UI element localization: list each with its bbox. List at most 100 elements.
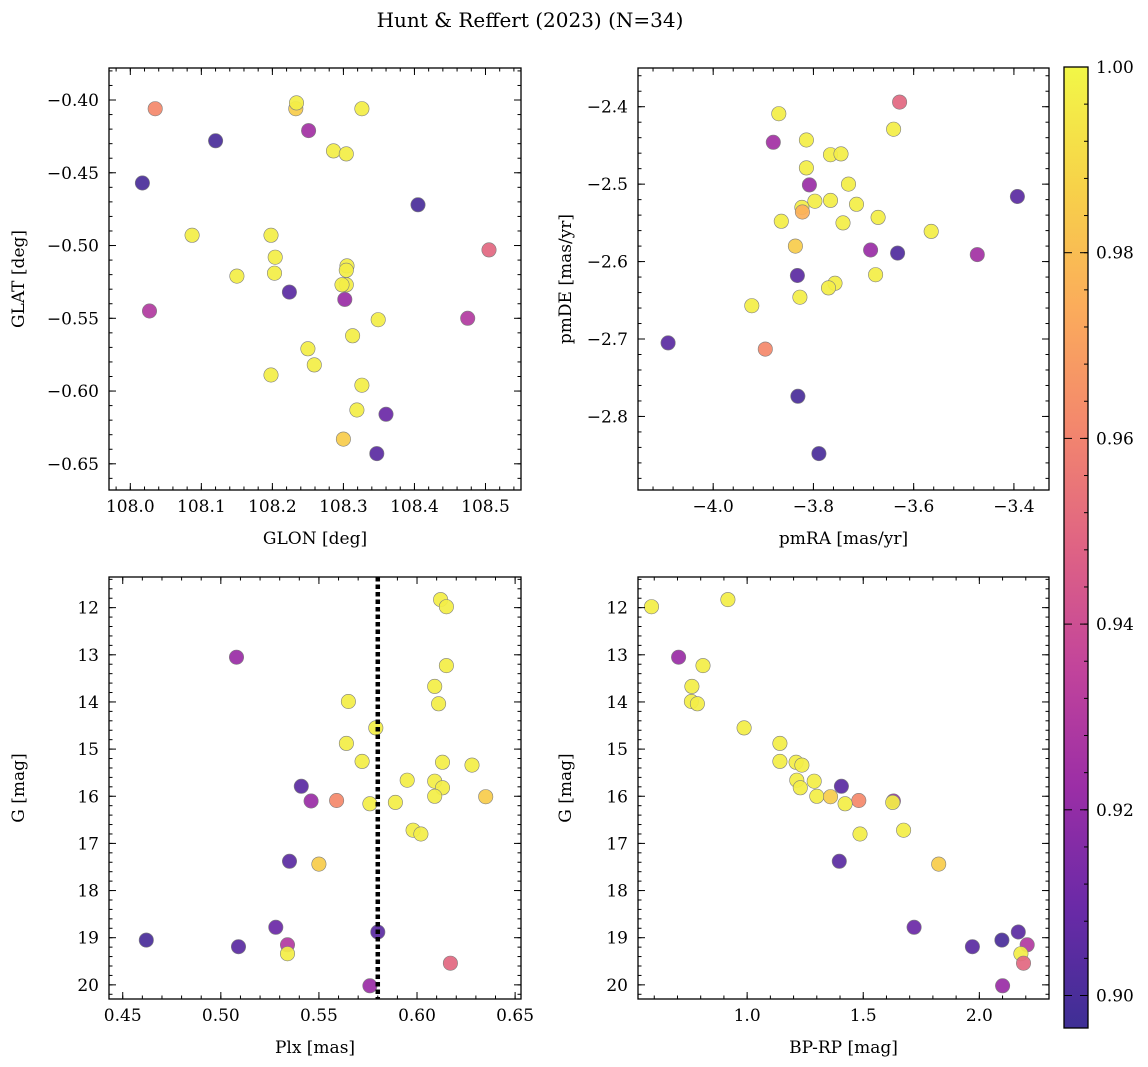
colorbar-tick-label: 0.90	[1096, 987, 1134, 1007]
scatter-point	[349, 402, 365, 418]
scatter-point	[338, 262, 354, 278]
scatter-point	[427, 678, 443, 694]
colorbar-tick-label: 1.00	[1096, 58, 1134, 78]
x-tick-label: 108.1	[177, 497, 226, 517]
scatter-point	[831, 853, 847, 869]
scatter-point	[311, 856, 327, 872]
scatter-point	[329, 792, 345, 808]
scatter-point	[794, 757, 810, 773]
scatter-point	[279, 946, 295, 962]
scatter-point	[820, 280, 836, 296]
panel-panel-bprp-g: 1.0 1.5 2.0 12 13 14 15 16 17 18 19 20 BP-RP [mag] G …	[556, 576, 1050, 1058]
y-tick-label: −2.4	[587, 98, 628, 118]
scatter-point	[773, 213, 789, 229]
scatter-points	[660, 94, 1025, 462]
x-tick-label: 108.3	[319, 497, 368, 517]
scatter-point	[806, 773, 822, 789]
y-tick-label: 12	[77, 599, 99, 619]
scatter-point	[720, 592, 736, 608]
x-tick-label: −3.6	[893, 497, 934, 517]
y-axis-label: GLAT [deg]	[9, 230, 29, 328]
x-tick-label: −3.4	[993, 497, 1034, 517]
scatter-panels: 108.0 108.1 108.2 108.3 108.4 108.5 −0.40 −0.45…	[9, 67, 1050, 1058]
y-tick-label: 17	[77, 834, 99, 854]
scatter-point	[1015, 955, 1031, 971]
scatter-point	[689, 696, 705, 712]
scatter-point	[464, 757, 480, 773]
scatter-point	[184, 227, 200, 243]
scatter-point	[1010, 924, 1026, 940]
y-tick-label: 14	[606, 693, 628, 713]
scatter-point	[267, 249, 283, 265]
scatter-point	[300, 341, 316, 357]
scatter-point	[231, 939, 247, 955]
colorbar: 0.90 0.92 0.94 0.96 0.98 1.00	[1063, 58, 1134, 1029]
scatter-point	[438, 658, 454, 674]
scatter-point	[354, 377, 370, 393]
scatter-point	[837, 796, 853, 812]
y-tick-label: 16	[606, 787, 628, 807]
scatter-point	[134, 175, 150, 191]
scatter-point	[798, 160, 814, 176]
y-axis-label: G [mag]	[556, 753, 576, 822]
figure-title: Hunt & Reffert (2023) (N=34)	[377, 8, 684, 32]
scatter-point	[340, 693, 356, 709]
scatter-point	[835, 215, 851, 231]
y-axis-label: pmDE [mas/yr]	[556, 214, 576, 344]
scatter-point	[431, 696, 447, 712]
x-tick-label: 0.65	[496, 1006, 534, 1026]
scatter-point	[848, 196, 864, 212]
x-tick-label: 108.5	[461, 497, 510, 517]
x-tick-label: −3.8	[793, 497, 834, 517]
scatter-point	[354, 753, 370, 769]
scatter-point	[695, 658, 711, 674]
plot-area	[109, 577, 521, 999]
scatter-point	[334, 277, 350, 293]
panel-panel-pmra-pmde: −4.0 −3.8 −3.6 −3.4 −2.4 −2.5 −2.6 −2.7 −2.8 pmRA…	[556, 67, 1050, 549]
colorbar-tick-label: 0.94	[1096, 615, 1134, 635]
scatter-point	[427, 788, 443, 804]
scatter-point	[325, 143, 341, 159]
scatter-point	[281, 284, 297, 300]
scatter-point	[410, 197, 426, 213]
scatter-point	[787, 238, 803, 254]
scatter-point	[885, 794, 901, 810]
x-tick-label: 0.45	[104, 1006, 142, 1026]
scatter-point	[138, 932, 154, 948]
scatter-point	[263, 367, 279, 383]
scatter-point	[263, 227, 279, 243]
scatter-point	[229, 649, 245, 665]
y-tick-label: 16	[77, 787, 99, 807]
scatter-point	[229, 268, 245, 284]
scatter-point	[792, 289, 808, 305]
scatter-point	[772, 735, 788, 751]
y-axis-label: G [mag]	[9, 753, 29, 822]
scatter-point	[362, 796, 378, 812]
scatter-point	[906, 919, 922, 935]
scatter-point	[789, 267, 805, 283]
x-axis-label: BP-RP [mag]	[789, 1038, 898, 1058]
scatter-point	[923, 223, 939, 239]
scatter-point	[362, 978, 378, 994]
scatter-point	[671, 649, 687, 665]
y-tick-label: −0.45	[47, 164, 99, 184]
scatter-point	[772, 753, 788, 769]
scatter-point	[643, 599, 659, 615]
y-tick-label: −2.6	[587, 253, 628, 273]
scatter-point	[335, 431, 351, 447]
y-tick-label: 17	[606, 834, 628, 854]
y-tick-label: 13	[77, 646, 99, 666]
y-tick-label: 12	[606, 599, 628, 619]
x-tick-label: −4.0	[693, 497, 734, 517]
scatter-point	[840, 176, 856, 192]
axis-ticks: −4.0 −3.8 −3.6 −3.4 −2.4 −2.5 −2.6 −2.7 −2.8	[587, 68, 1049, 517]
scatter-point	[794, 204, 810, 220]
scatter-point	[801, 177, 817, 193]
scatter-point	[387, 794, 403, 810]
scatter-point	[771, 106, 787, 122]
scatter-point	[807, 193, 823, 209]
y-tick-label: −0.50	[47, 237, 99, 257]
scatter-point	[338, 735, 354, 751]
y-tick-label: −0.60	[47, 382, 99, 402]
